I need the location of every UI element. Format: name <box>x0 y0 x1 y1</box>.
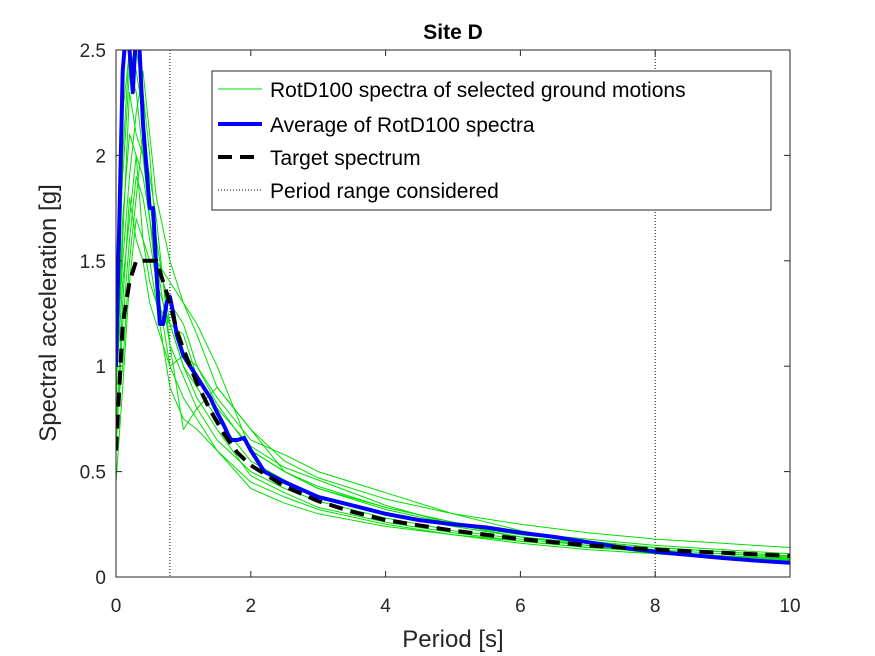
x-axis-title: Period [s] <box>402 626 503 653</box>
legend-label-records: RotD100 spectra of selected ground motio… <box>270 79 686 102</box>
chart-title: Site D <box>423 21 483 44</box>
x-tick-label: 6 <box>515 596 526 617</box>
average-spectrum-line <box>116 50 790 565</box>
x-tick-label: 10 <box>779 596 800 617</box>
y-axis: 0 0.5 1 1.5 2 2.5 <box>80 41 790 589</box>
record-spectrum-line-11 <box>116 70 790 562</box>
x-axis: 0 2 4 6 8 10 <box>111 50 801 617</box>
y-tick-label: 0 <box>95 568 106 589</box>
legend-box <box>211 70 772 211</box>
record-spectrum-line-2 <box>116 50 790 561</box>
y-tick-label: 1.5 <box>80 252 106 273</box>
y-tick-label: 1 <box>95 357 106 378</box>
x-tick-label: 0 <box>111 596 122 617</box>
legend-label-target: Target spectrum <box>270 147 421 170</box>
legend-label-period: Period range considered <box>270 180 499 203</box>
legend-label-average: Average of RotD100 spectra <box>270 114 535 137</box>
y-tick-label: 0.5 <box>80 463 106 484</box>
series-layer <box>116 50 790 565</box>
x-tick-label: 4 <box>380 596 391 617</box>
target-spectrum-line <box>116 258 790 558</box>
axes-box <box>115 49 791 578</box>
x-tick-label: 8 <box>650 596 661 617</box>
x-tick-label: 2 <box>246 596 257 617</box>
legend: RotD100 spectra of selected ground motio… <box>211 70 772 211</box>
y-tick-label: 2.5 <box>80 41 106 62</box>
y-axis-title: Spectral acceleration [g] <box>35 184 62 441</box>
y-tick-label: 2 <box>95 146 106 167</box>
